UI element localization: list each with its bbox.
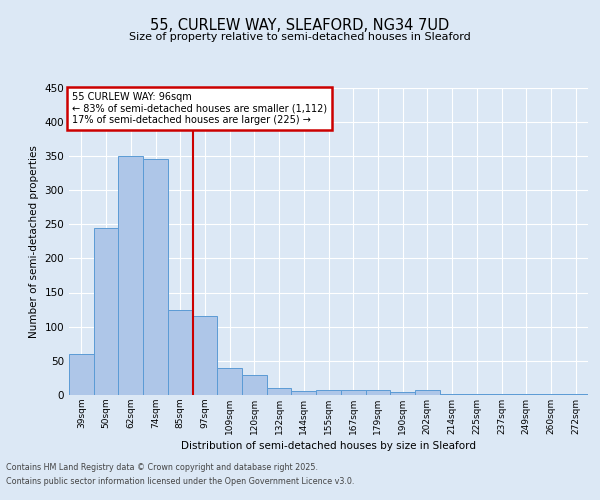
Bar — [415, 390, 440, 395]
Bar — [168, 310, 193, 395]
Bar — [267, 388, 292, 395]
Bar — [193, 316, 217, 395]
Bar — [341, 390, 365, 395]
Bar — [440, 394, 464, 395]
Text: Size of property relative to semi-detached houses in Sleaford: Size of property relative to semi-detach… — [129, 32, 471, 42]
Text: Contains HM Land Registry data © Crown copyright and database right 2025.: Contains HM Land Registry data © Crown c… — [6, 464, 318, 472]
Bar — [217, 368, 242, 395]
Bar — [489, 394, 514, 395]
Bar — [464, 394, 489, 395]
Bar — [390, 392, 415, 395]
X-axis label: Distribution of semi-detached houses by size in Sleaford: Distribution of semi-detached houses by … — [181, 441, 476, 451]
Bar — [69, 354, 94, 395]
Bar — [292, 391, 316, 395]
Text: 55 CURLEW WAY: 96sqm
← 83% of semi-detached houses are smaller (1,112)
17% of se: 55 CURLEW WAY: 96sqm ← 83% of semi-detac… — [71, 92, 327, 126]
Bar — [539, 394, 563, 395]
Bar — [365, 390, 390, 395]
Text: Contains public sector information licensed under the Open Government Licence v3: Contains public sector information licen… — [6, 477, 355, 486]
Bar — [118, 156, 143, 395]
Bar — [94, 228, 118, 395]
Bar — [143, 159, 168, 395]
Bar — [563, 394, 588, 395]
Bar — [316, 390, 341, 395]
Bar — [242, 374, 267, 395]
Bar — [514, 394, 539, 395]
Y-axis label: Number of semi-detached properties: Number of semi-detached properties — [29, 145, 39, 338]
Text: 55, CURLEW WAY, SLEAFORD, NG34 7UD: 55, CURLEW WAY, SLEAFORD, NG34 7UD — [151, 18, 449, 32]
